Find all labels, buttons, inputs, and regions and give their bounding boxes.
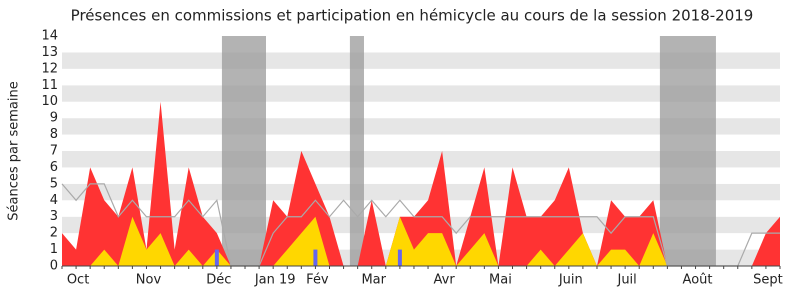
y-tick-label: 11 [41,78,58,93]
y-tick-label: 13 [41,45,58,60]
y-tick-label: 4 [50,193,58,208]
x-tick-label: Juin [558,273,583,288]
vacation-band [349,36,364,266]
vacation-band [221,36,266,266]
y-tick-label: 14 [41,29,58,44]
area [62,216,780,266]
vacation-band [659,36,716,266]
x-tick-label: Avr [434,273,456,288]
x-tick-label: Nov [136,273,162,288]
y-tick-label: 10 [41,94,58,109]
chart-title: Présences en commissions et participatio… [71,7,754,25]
x-tick-label: Fév [306,273,329,288]
x-tick-label: Déc [206,273,231,288]
y-tick-label: 1 [50,242,58,257]
x-tick-label: Août [683,273,713,288]
x-tick-label: Mai [489,273,512,288]
bar [313,249,318,266]
y-tick-label: 3 [50,209,58,224]
x-tick-label: Mar [361,273,386,288]
x-tick-label: Jan 19 [254,273,296,288]
y-tick-label: 7 [50,144,58,159]
y-tick-label: 9 [50,111,58,126]
y-axis-label: Séances par semaine [7,81,22,220]
x-tick-label: Sept [753,273,783,288]
y-tick-label: 2 [50,226,58,241]
y-tick-label: 8 [50,127,58,142]
y-tick-label: 6 [50,160,58,175]
bar [397,249,402,266]
y-tick-label: 5 [50,176,58,191]
y-tick-label: 0 [50,259,58,274]
x-tick-label: Juil [616,273,636,288]
line [61,183,780,267]
x-tick-label: Oct [67,273,89,288]
y-tick-label: 12 [41,61,58,76]
bar [214,249,219,266]
